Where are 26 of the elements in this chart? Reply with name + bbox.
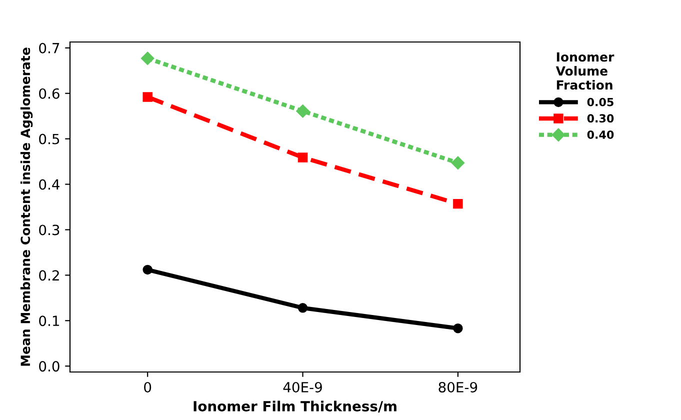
point (453, 198, 463, 209)
point (142, 92, 152, 102)
y-tick-label: 0.5 (39, 134, 60, 144)
point (141, 52, 154, 65)
legend-label: 0.30 (587, 114, 614, 123)
y-tick-label: 0.4 (39, 179, 60, 190)
y-tick-label: 0.1 (39, 316, 59, 326)
y-tick-label: 0.2 (39, 270, 59, 281)
point (296, 104, 310, 118)
point (453, 324, 463, 334)
x-tick-label: 80E-9 (438, 382, 478, 392)
point (298, 303, 308, 313)
point (142, 264, 152, 275)
y-tick-label: 0.6 (39, 88, 60, 99)
point (451, 156, 465, 170)
legend-label: 0.05 (587, 98, 614, 106)
y-axis-title: Mean Membrane Content inside Agglomerate (20, 48, 33, 366)
y-tick-label: 0.7 (39, 42, 60, 54)
legend-title: Ionomer Volume Fraction (556, 52, 614, 90)
y-tick-label: 0.3 (39, 224, 60, 236)
x-tick-label: 0 (144, 382, 152, 392)
y-tick-label: 0.0 (39, 361, 60, 372)
legend-label: 0.40 (587, 130, 614, 139)
x-axis-title: Ionomer Film Thickness/m (194, 400, 396, 413)
point (298, 152, 308, 162)
x-tick-label: 40E-9 (283, 382, 322, 392)
